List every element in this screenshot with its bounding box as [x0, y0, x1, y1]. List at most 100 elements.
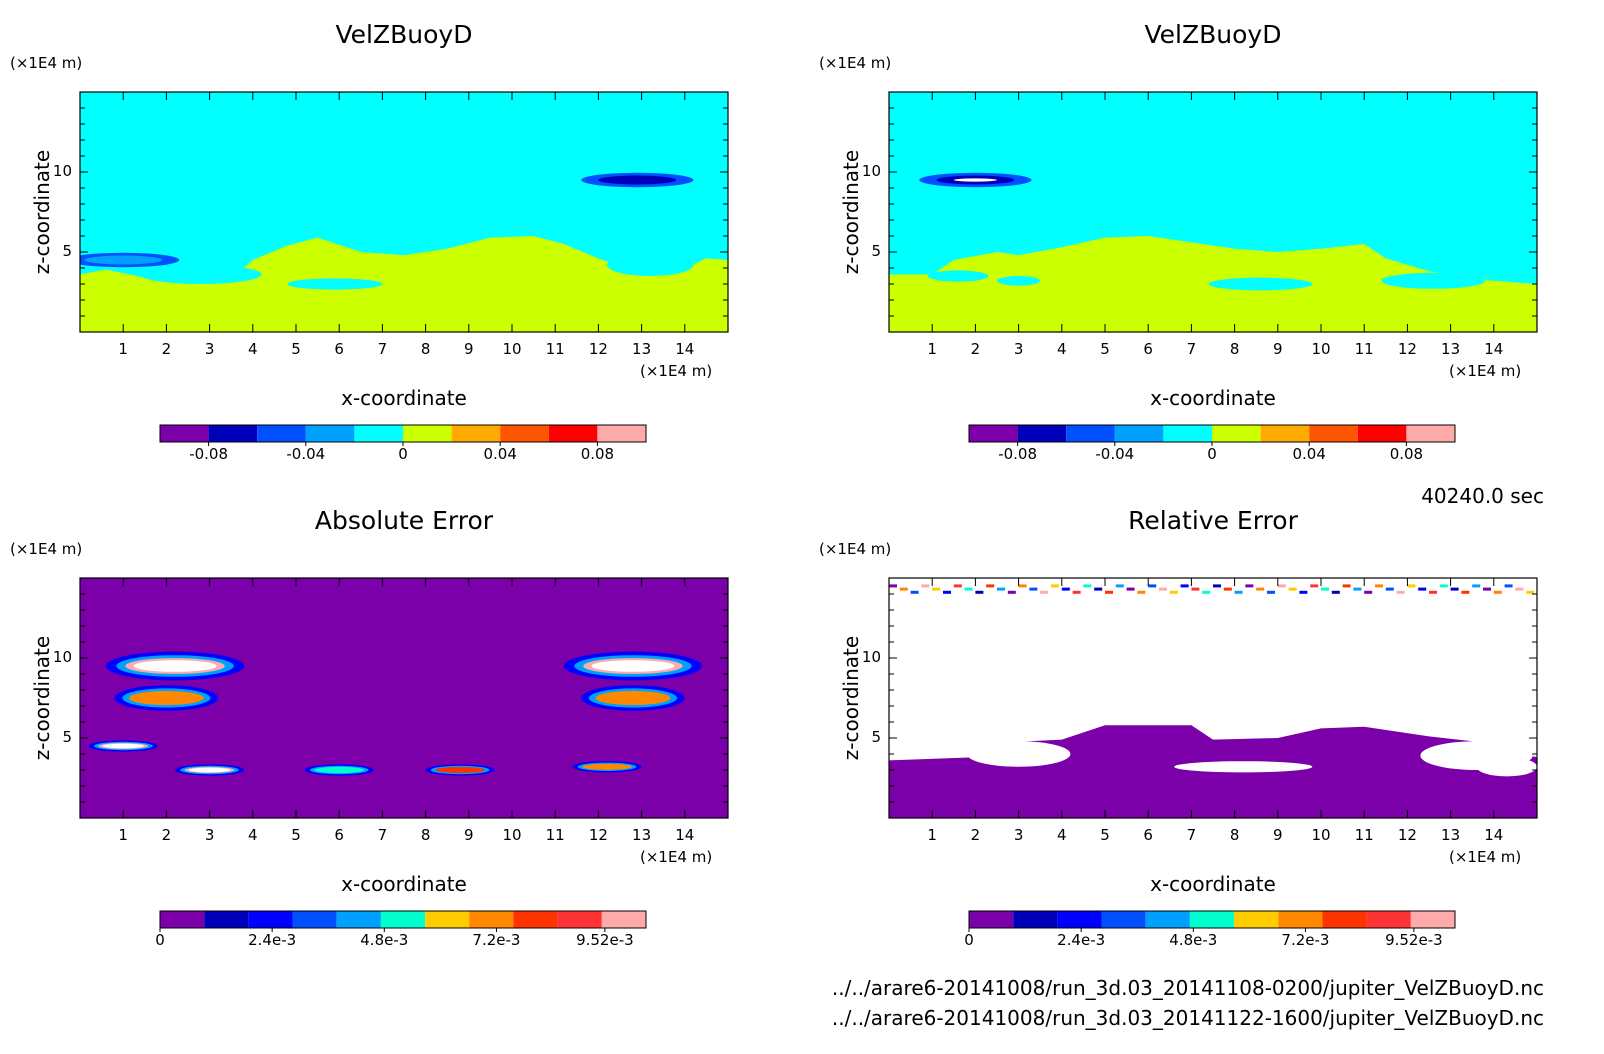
- colorbar-tick-label: -0.04: [1095, 445, 1135, 463]
- noise-mark: [953, 584, 962, 588]
- colorbar-swatch: [403, 425, 452, 442]
- x-tick-label: 2: [970, 340, 981, 358]
- noise-mark: [1472, 584, 1481, 588]
- x-tick-label: 3: [204, 340, 215, 358]
- noise-mark: [1385, 587, 1394, 591]
- neutral-blob: [997, 276, 1041, 286]
- noise-mark: [1105, 590, 1113, 594]
- colorbar-tick-label: 0: [155, 931, 165, 949]
- colorbar-swatch: [1017, 425, 1067, 442]
- error-5-core: [188, 767, 231, 773]
- plot-area-1: [889, 92, 1537, 332]
- feature-1: [84, 255, 163, 265]
- colorbar-tick-label: 7.2e-3: [1281, 931, 1330, 949]
- noise-mark: [986, 584, 995, 588]
- x-tick-label: 10: [1311, 340, 1331, 358]
- noise-mark: [1483, 587, 1491, 591]
- colorbar-swatch: [1101, 911, 1146, 928]
- y-unit: (×1E4 m): [10, 540, 83, 558]
- noise-mark: [1310, 584, 1319, 588]
- x-tick-label: 14: [1484, 340, 1504, 358]
- plot-frame: [79, 577, 729, 819]
- file-path-1: ../../arare6-20141008/run_3d.03_20141108…: [831, 976, 1544, 1000]
- x-tick-label: 2: [161, 826, 172, 844]
- x-tick-label: 6: [334, 826, 344, 844]
- colorbar-tick-label: 0: [398, 445, 408, 463]
- colorbar-swatch: [1366, 911, 1411, 928]
- y-axis-label: z-coordinate: [839, 635, 863, 761]
- positive-layer: [80, 236, 728, 332]
- x-tick-label: 5: [291, 340, 301, 358]
- noise-mark: [1267, 590, 1275, 594]
- x-tick-label: 13: [1441, 340, 1461, 358]
- y-tick-label: 5: [62, 242, 72, 260]
- colorbar-tick-label: 4.8e-3: [360, 931, 409, 949]
- y-tick-label: 10: [861, 162, 881, 180]
- noise-mark: [1051, 584, 1059, 588]
- noise-mark: [1083, 584, 1092, 588]
- colorbar-swatch: [1057, 911, 1102, 928]
- colorbar-swatch: [1322, 911, 1367, 928]
- noise-mark: [1299, 590, 1308, 594]
- x-unit: (×1E4 m): [640, 848, 713, 866]
- neutral-blob: [222, 242, 275, 252]
- colorbar-swatch: [208, 425, 258, 442]
- feature-core: [953, 178, 998, 182]
- colorbar-swatch: [354, 425, 403, 442]
- noise-mark: [1018, 584, 1027, 588]
- x-tick-label: 9: [464, 340, 474, 358]
- colorbar-swatch: [557, 911, 602, 928]
- noise-mark: [1342, 584, 1351, 588]
- error-3: [595, 690, 671, 706]
- error-2: [129, 690, 204, 706]
- timestamp: 40240.0 sec: [1421, 484, 1544, 508]
- y-tick-label: 5: [871, 242, 881, 260]
- noise-mark: [943, 590, 951, 594]
- x-tick-label: 14: [1484, 826, 1504, 844]
- high-error-blob: [966, 741, 1071, 767]
- colorbar-swatch: [1278, 911, 1323, 928]
- noise-mark: [1072, 590, 1081, 594]
- colorbar-swatch: [469, 911, 514, 928]
- x-tick-label: 2: [161, 340, 172, 358]
- colorbar-swatch: [969, 425, 1018, 442]
- x-tick-label: 4: [1057, 826, 1067, 844]
- colorbar-swatch: [513, 911, 558, 928]
- x-axis-label: x-coordinate: [341, 386, 467, 410]
- x-axis-label: x-coordinate: [1150, 386, 1276, 410]
- noise-mark: [1353, 587, 1362, 591]
- colorbar-swatch: [336, 911, 381, 928]
- noise-mark: [1029, 587, 1038, 591]
- x-tick-label: 5: [1100, 340, 1110, 358]
- x-tick-label: 11: [1354, 340, 1374, 358]
- colorbar-swatch: [1212, 425, 1261, 442]
- x-tick-label: 13: [632, 340, 652, 358]
- noise-mark: [1061, 587, 1070, 591]
- noise-mark: [1429, 590, 1437, 594]
- colorbar-tick-label: 4.8e-3: [1169, 931, 1218, 949]
- noise-mark: [1115, 584, 1124, 588]
- noise-mark: [1040, 590, 1049, 594]
- noise-mark: [1213, 584, 1221, 588]
- noise-mark: [1364, 590, 1373, 594]
- colorbar-tick-label: 0.08: [1389, 445, 1424, 463]
- colorbar-swatch: [248, 911, 293, 928]
- x-tick-label: 1: [927, 826, 937, 844]
- high-error-blob: [1476, 757, 1537, 777]
- high-error-blob: [1174, 761, 1313, 773]
- noise-mark: [1137, 590, 1146, 594]
- noise-mark: [1331, 590, 1340, 594]
- colorbar-swatch: [1163, 425, 1212, 442]
- colorbar-swatch: [1260, 425, 1310, 442]
- noise-mark: [997, 587, 1005, 591]
- plot-frame: [888, 91, 1538, 333]
- x-tick-label: 3: [1013, 340, 1024, 358]
- x-tick-label: 7: [1186, 826, 1197, 844]
- neutral-blob: [140, 264, 262, 284]
- noise-mark: [1504, 584, 1513, 588]
- x-tick-label: 13: [1441, 826, 1461, 844]
- noise-mark: [1461, 590, 1470, 594]
- x-unit: (×1E4 m): [640, 362, 713, 380]
- noise-mark: [1493, 590, 1502, 594]
- error-0-core: [133, 660, 217, 672]
